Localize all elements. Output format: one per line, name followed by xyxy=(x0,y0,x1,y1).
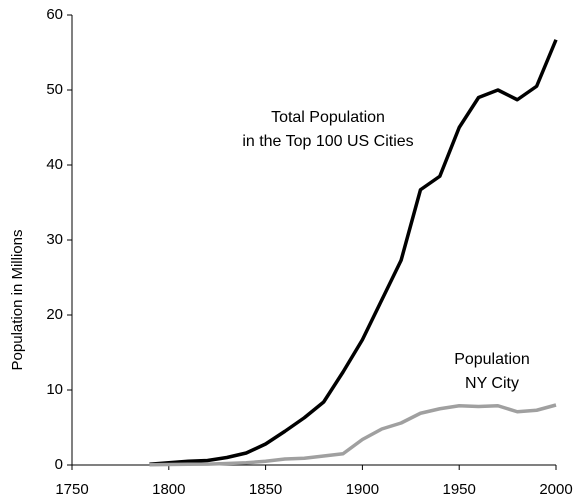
annotation: in the Top 100 US Cities xyxy=(242,133,413,150)
x-tick-label: 1900 xyxy=(346,481,379,498)
y-tick-label: 10 xyxy=(46,381,63,398)
y-tick-label: 20 xyxy=(46,306,63,323)
x-tick-label: 1950 xyxy=(443,481,476,498)
series-line xyxy=(149,39,558,466)
x-tick-label: 2000 xyxy=(539,481,572,498)
y-tick-label: 60 xyxy=(46,6,63,23)
series-line xyxy=(149,403,557,467)
annotation: NY City xyxy=(465,375,519,392)
x-tick-label: 1750 xyxy=(55,481,88,498)
y-tick-label: 30 xyxy=(46,231,63,248)
y-tick-label: 40 xyxy=(46,156,63,173)
x-tick-label: 1800 xyxy=(152,481,185,498)
annotation: Population xyxy=(454,351,530,368)
y-tick-label: 0 xyxy=(55,456,63,473)
y-axis-label: Population in Millions xyxy=(9,230,26,371)
y-tick-label: 50 xyxy=(46,81,63,98)
annotation: Total Population xyxy=(271,109,385,126)
x-tick-label: 1850 xyxy=(249,481,282,498)
